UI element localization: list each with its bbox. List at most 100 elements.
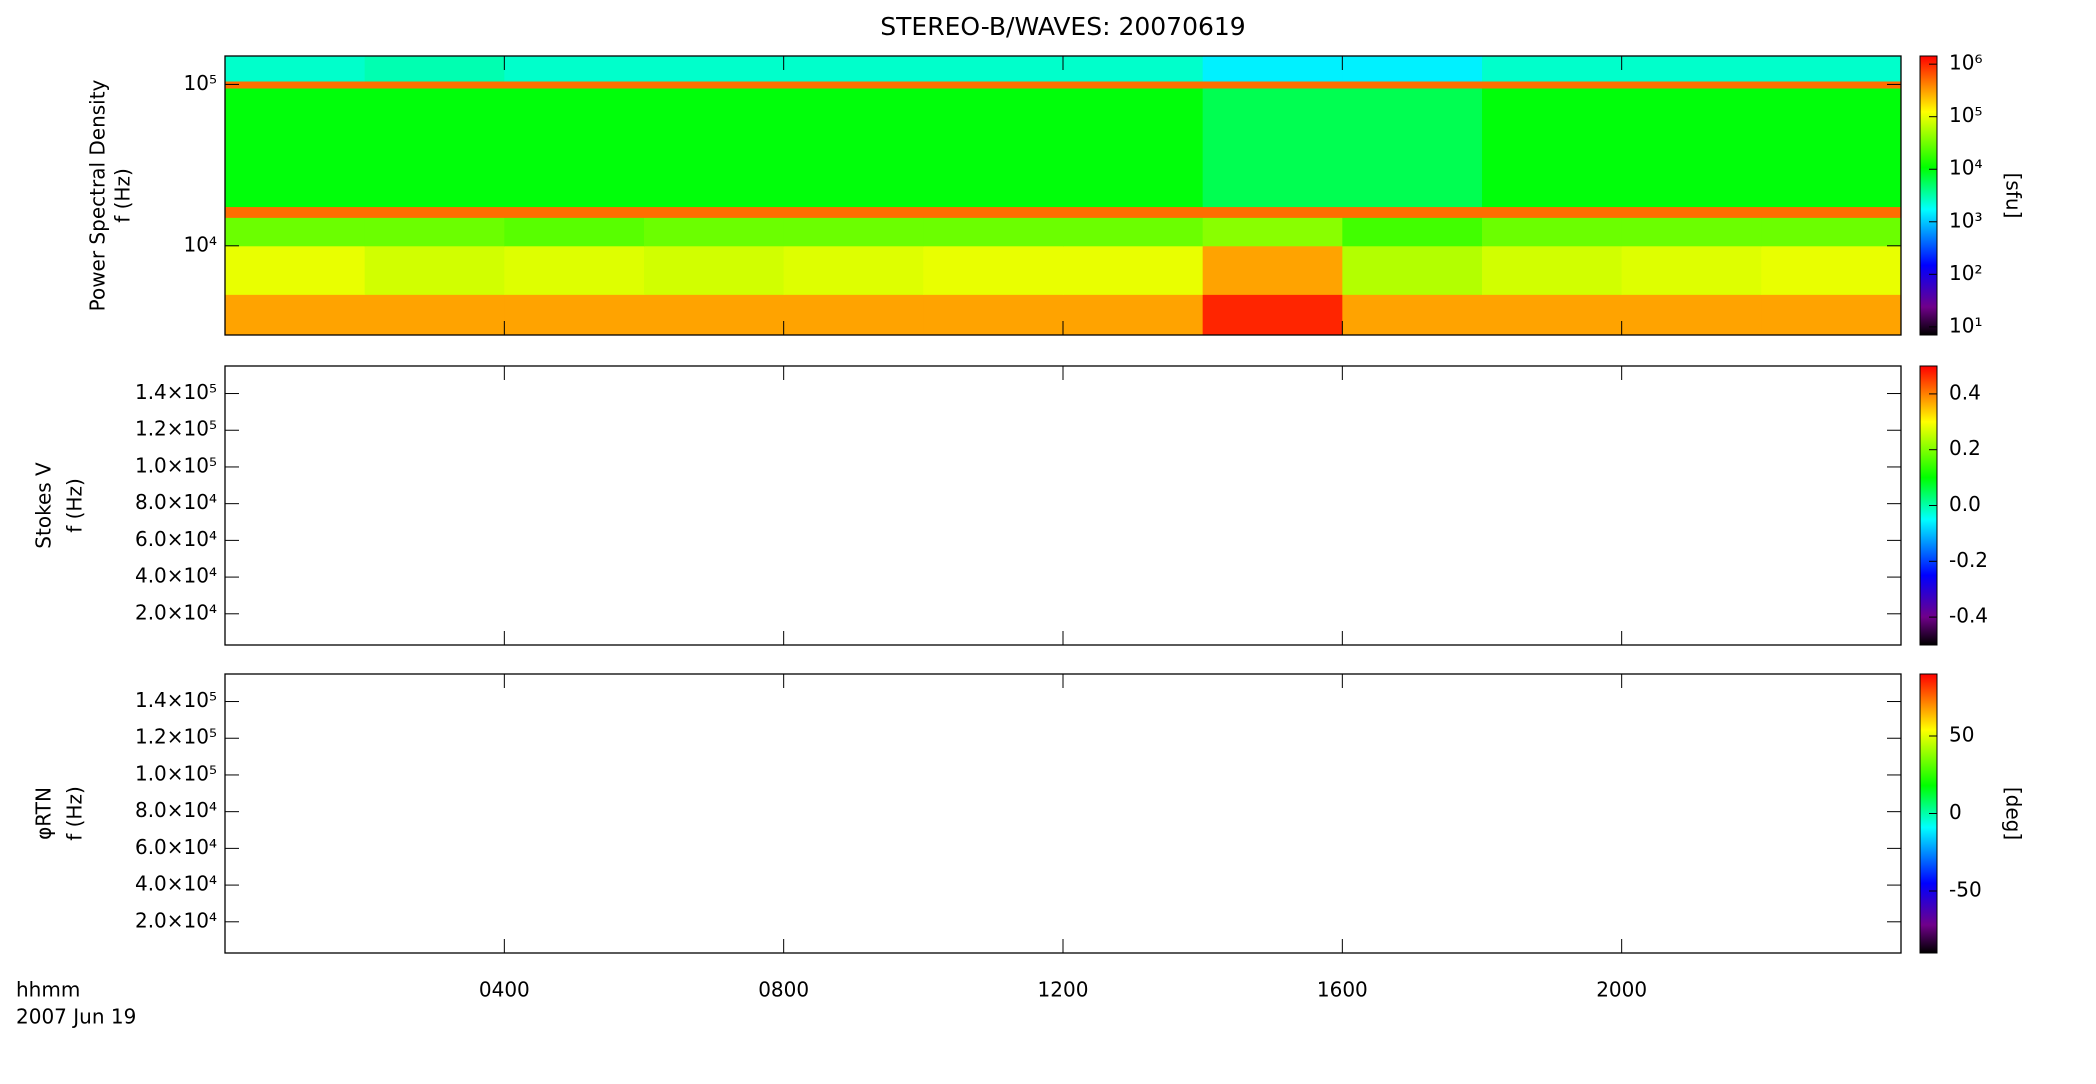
heatmap-cell	[1202, 217, 1343, 247]
date-label: 2007 Jun 19	[16, 1005, 136, 1029]
heatmap-cell	[1202, 245, 1343, 295]
heatmap-cell	[1761, 88, 1902, 208]
heatmap-cell	[923, 217, 1064, 247]
colorbar-tick-label: -0.2	[1949, 548, 1988, 572]
colorbar-tick-label: 10⁴	[1949, 156, 1982, 180]
heatmap-cell	[783, 245, 924, 295]
heatmap-cell	[644, 206, 785, 218]
heatmap-cell	[504, 294, 645, 336]
y-axis-label: f (Hz)	[63, 478, 87, 533]
colorbar-tick-label: -50	[1949, 878, 1982, 902]
y-axis-label: φRTN	[32, 787, 56, 840]
heatmap-cell	[504, 88, 645, 208]
heatmap-cell	[1621, 206, 1762, 218]
colorbar-tick-label: 10²	[1949, 261, 1982, 285]
chart-title: STEREO-B/WAVES: 20070619	[880, 12, 1245, 41]
y-tick-label: 1.0×10⁵	[135, 453, 217, 477]
heatmap-cell	[364, 294, 505, 336]
y-tick-label: 4.0×10⁴	[135, 872, 217, 896]
colorbar-tick-label: 0.0	[1949, 492, 1981, 516]
y-tick-label: 1.4×10⁵	[135, 380, 217, 404]
x-tick-label: 0800	[758, 978, 809, 1002]
y-tick-label: 8.0×10⁴	[135, 798, 217, 822]
heatmap-cell	[1342, 88, 1483, 208]
heatmap-cell	[1342, 56, 1483, 82]
colorbar-tick-label: 10¹	[1949, 313, 1982, 337]
y-tick-label: 1.0×10⁵	[135, 761, 217, 785]
heatmap-cell	[1342, 245, 1483, 295]
x-tick-label: 1200	[1038, 978, 1089, 1002]
heatmap-cell	[1482, 206, 1623, 218]
y-tick-label: 1.4×10⁵	[135, 688, 217, 712]
heatmap-cell	[923, 294, 1064, 336]
colorbar-tick-label: 0	[1949, 800, 1962, 824]
heatmap-cell	[225, 80, 366, 89]
plot-frame	[224, 673, 1902, 954]
heatmap-cell	[1063, 245, 1204, 295]
heatmap-cell	[783, 56, 924, 82]
heatmap-cell	[1621, 56, 1762, 82]
heatmap-cell	[1063, 80, 1204, 89]
heatmap-cell	[364, 206, 505, 218]
heatmap-cell	[923, 88, 1064, 208]
heatmap-cell	[1342, 217, 1483, 247]
y-axis-label: f (Hz)	[111, 168, 135, 223]
colorbar-tick-label: 10⁶	[1949, 51, 1982, 75]
heatmap-cell	[1761, 206, 1902, 218]
heatmap-cell	[1482, 294, 1623, 336]
colorbar-tick-label: -0.4	[1949, 604, 1988, 628]
heatmap-cell	[1621, 217, 1762, 247]
heatmap-cell	[1202, 88, 1343, 208]
heatmap-cell	[1482, 245, 1623, 295]
heatmap-cell	[364, 217, 505, 247]
colorbar-tick-label: 0.4	[1949, 380, 1981, 404]
y-tick-label: 4.0×10⁴	[135, 564, 217, 588]
heatmap-cell	[644, 294, 785, 336]
heatmap-cell	[225, 294, 366, 336]
y-tick-label: 6.0×10⁴	[135, 835, 217, 859]
y-tick-label: 8.0×10⁴	[135, 490, 217, 514]
x-tick-label: 1600	[1317, 978, 1368, 1002]
heatmap-cell	[644, 56, 785, 82]
y-axis-label: f (Hz)	[63, 786, 87, 841]
heatmap-cell	[783, 294, 924, 336]
heatmap-cell	[1621, 294, 1762, 336]
heatmap-cell	[225, 217, 366, 247]
x-axis-label: hhmm	[16, 978, 80, 1002]
heatmap-cell	[1482, 217, 1623, 247]
heatmap-cell	[364, 56, 505, 82]
colorbar-label: [sfu]	[2002, 173, 2026, 219]
y-tick-label: 10⁴	[184, 232, 217, 256]
heatmap-cell	[504, 56, 645, 82]
heatmap-cell	[504, 217, 645, 247]
y-tick-label: 2.0×10⁴	[135, 600, 217, 624]
plot-frame	[224, 365, 1902, 646]
heatmap-cell	[1063, 206, 1204, 218]
heatmap-cell	[364, 245, 505, 295]
colorbar-tick-label: 10⁵	[1949, 103, 1982, 127]
heatmap-cell	[783, 206, 924, 218]
heatmap-cell	[1342, 294, 1483, 336]
colorbar-tick-label: 50	[1949, 723, 1974, 747]
y-tick-label: 10⁵	[184, 71, 217, 95]
heatmap-cell	[225, 206, 366, 218]
y-tick-label: 1.2×10⁵	[135, 417, 217, 441]
x-tick-label: 2000	[1596, 978, 1647, 1002]
heatmap-cell	[225, 88, 366, 208]
heatmap-cell	[644, 245, 785, 295]
heatmap-cell	[644, 217, 785, 247]
y-tick-label: 2.0×10⁴	[135, 908, 217, 932]
heatmap-cell	[1482, 80, 1623, 89]
heatmap-cell	[1621, 88, 1762, 208]
heatmap-cell	[364, 80, 505, 89]
heatmap-cell	[1342, 206, 1483, 218]
heatmap-cell	[1063, 217, 1204, 247]
heatmap-cell	[923, 56, 1064, 82]
colorbar-label: [deg]	[2002, 787, 2026, 840]
heatmap-cell	[783, 217, 924, 247]
heatmap-cell	[504, 206, 645, 218]
heatmap-cell	[1063, 88, 1204, 208]
heatmap-cell	[1342, 80, 1483, 89]
heatmap-cell	[1202, 56, 1343, 82]
